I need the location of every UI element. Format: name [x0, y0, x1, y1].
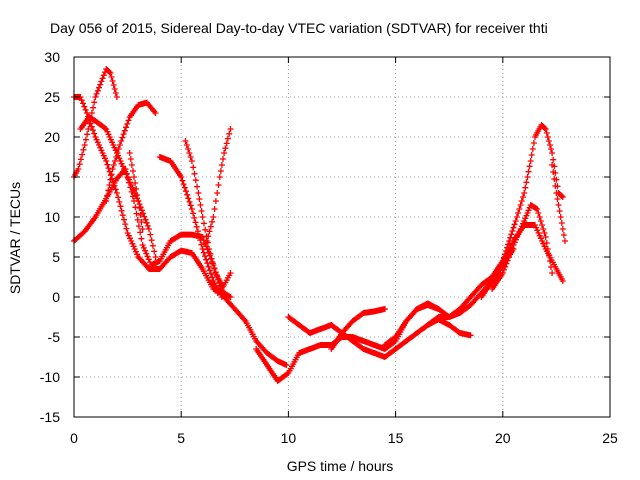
y-tick-label: 15 [44, 169, 60, 185]
series-markers [77, 114, 159, 260]
series-12 [285, 314, 474, 360]
series-markers [328, 306, 388, 352]
series-8 [182, 138, 225, 288]
series-markers [126, 150, 146, 232]
series-markers [478, 122, 566, 300]
y-tick-label: 5 [52, 249, 60, 265]
x-axis-label: GPS time / hours [287, 458, 394, 474]
series-13 [328, 306, 388, 352]
y-tick-label: 25 [44, 89, 60, 105]
series-10 [214, 270, 234, 296]
series-markers [489, 202, 556, 292]
y-tick-label: 10 [44, 209, 60, 225]
series-5 [103, 99, 159, 204]
y-tick-label: -10 [40, 369, 60, 385]
series-markers [156, 154, 225, 300]
y-tick-label: -15 [40, 409, 60, 425]
x-tick-label: 15 [388, 430, 404, 446]
x-tick-label: 5 [177, 430, 185, 446]
series-markers [203, 126, 234, 244]
series-14 [381, 302, 453, 348]
x-tick-label: 20 [495, 430, 511, 446]
series-layer [71, 66, 568, 384]
series-markers [381, 302, 453, 348]
series-9 [203, 126, 234, 244]
y-tick-label: 0 [52, 289, 60, 305]
series-markers [285, 314, 474, 360]
series-7 [156, 154, 225, 300]
y-tick-label: 30 [44, 49, 60, 65]
series-6 [126, 150, 146, 232]
series-markers [103, 99, 159, 204]
series-markers [214, 270, 234, 296]
chart-title: Day 056 of 2015, Sidereal Day-to-day VTE… [50, 20, 548, 36]
y-axis-label: SDTVAR / TECUs [7, 182, 23, 294]
y-tick-label: -5 [48, 329, 61, 345]
series-17 [478, 122, 566, 300]
series-19 [549, 162, 568, 244]
plot-frame [73, 56, 611, 418]
x-tick-label: 10 [281, 430, 297, 446]
ticks: 0 5 10 15 20 25 -15 -10 -5 0 5 10 15 20 25 30 [40, 49, 618, 446]
x-tick-label: 0 [70, 430, 78, 446]
x-tick-label: 25 [602, 430, 618, 446]
series-markers [549, 162, 568, 244]
series-18 [489, 202, 556, 292]
y-tick-label: 20 [44, 129, 60, 145]
series-markers [71, 166, 290, 368]
series-4 [77, 114, 159, 260]
series-1 [71, 166, 290, 368]
series-markers [182, 138, 225, 288]
